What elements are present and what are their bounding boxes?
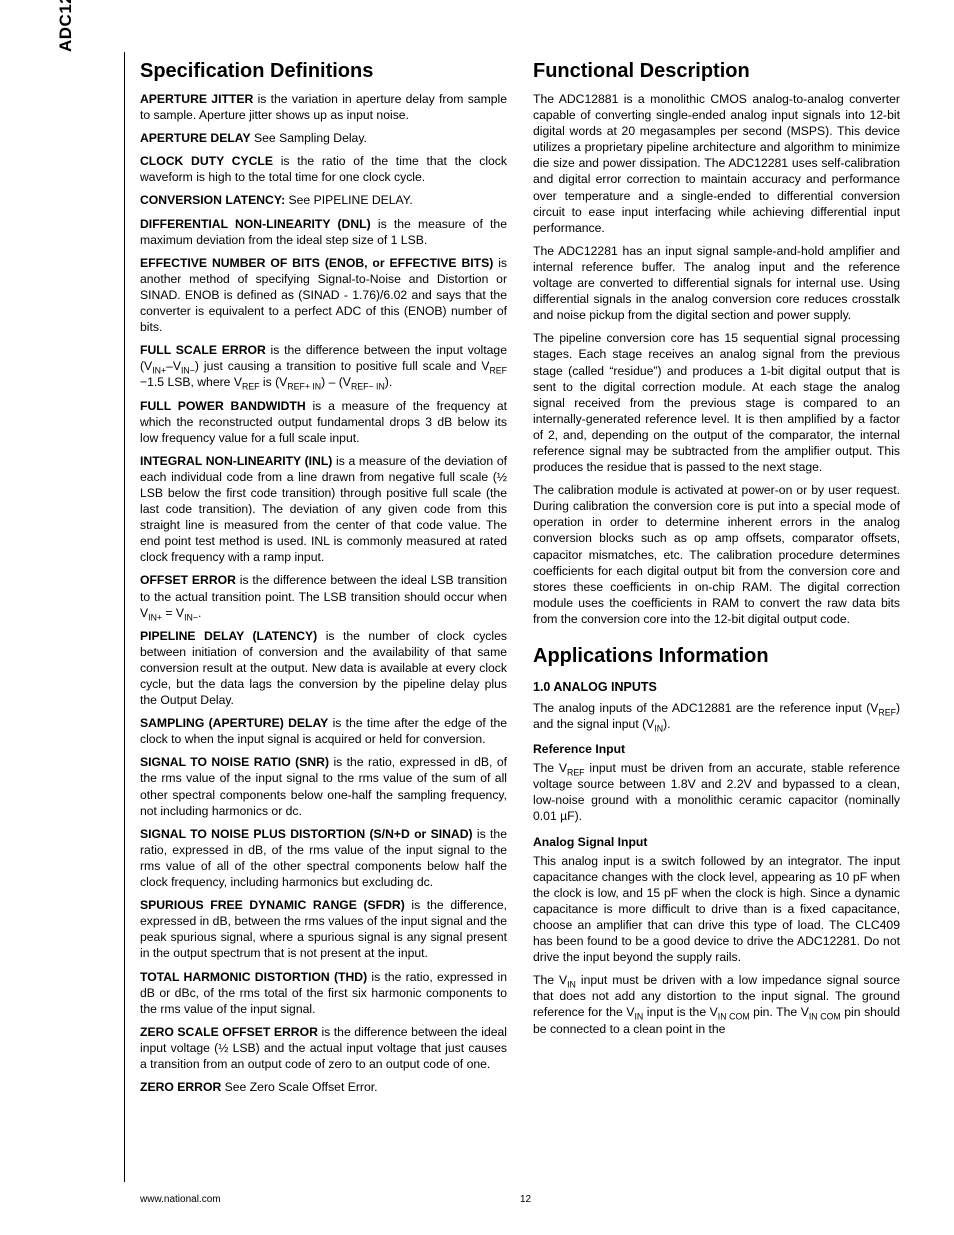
analog-signal-input-para-1: This analog input is a switch followed b… — [533, 853, 900, 966]
definition-entry: CONVERSION LATENCY: See PIPELINE DELAY. — [140, 192, 507, 208]
definition-entry: SAMPLING (APERTURE) DELAY is the time af… — [140, 715, 507, 747]
analog-signal-input-subheading: Analog Signal Input — [533, 835, 900, 849]
part-number-vertical: ADC12281 — [56, 0, 76, 52]
analog-inputs-subheading: 1.0 ANALOG INPUTS — [533, 680, 900, 694]
definition-entry: PIPELINE DELAY (LATENCY) is the number o… — [140, 628, 507, 708]
definition-term: INTEGRAL NON-LINEARITY (INL) — [140, 454, 332, 468]
definition-entry: FULL POWER BANDWIDTH is a measure of the… — [140, 398, 507, 446]
definition-term: SIGNAL TO NOISE PLUS DISTORTION (S/N+D o… — [140, 827, 473, 841]
vertical-rule — [124, 52, 125, 1182]
definition-entry: EFFECTIVE NUMBER OF BITS (ENOB, or EFFEC… — [140, 255, 507, 335]
definition-body: See PIPELINE DELAY. — [285, 193, 413, 207]
definition-entry: SPURIOUS FREE DYNAMIC RANGE (SFDR) is th… — [140, 897, 507, 961]
definition-term: APERTURE DELAY — [140, 131, 251, 145]
left-column: Specification Definitions APERTURE JITTE… — [140, 60, 507, 1102]
definition-term: FULL SCALE ERROR — [140, 343, 266, 357]
spec-definitions-heading: Specification Definitions — [140, 60, 507, 83]
definitions-list: APERTURE JITTER is the variation in aper… — [140, 91, 507, 1095]
functional-description-para: The ADC12881 is a monolithic CMOS analog… — [533, 91, 900, 236]
definition-entry: CLOCK DUTY CYCLE is the ratio of the tim… — [140, 153, 507, 185]
functional-description-para: The calibration module is activated at p… — [533, 482, 900, 627]
page-footer: www.national.com 12 — [140, 1194, 900, 1205]
definition-body: See Zero Scale Offset Error. — [221, 1080, 377, 1094]
definition-term: DIFFERENTIAL NON-LINEARITY (DNL) — [140, 217, 371, 231]
definition-entry: APERTURE DELAY See Sampling Delay. — [140, 130, 507, 146]
applications-information-heading: Applications Information — [533, 645, 900, 668]
datasheet-page: ADC12281 Specification Definitions APERT… — [0, 0, 954, 1235]
right-column: Functional Description The ADC12881 is a… — [533, 60, 900, 1102]
footer-page-number: 12 — [520, 1194, 531, 1205]
definition-entry: APERTURE JITTER is the variation in aper… — [140, 91, 507, 123]
definition-entry: INTEGRAL NON-LINEARITY (INL) is a measur… — [140, 453, 507, 566]
definition-term: ZERO ERROR — [140, 1080, 221, 1094]
footer-website: www.national.com — [140, 1194, 520, 1205]
definition-term: CONVERSION LATENCY: — [140, 193, 285, 207]
definition-term: PIPELINE DELAY (LATENCY) — [140, 629, 317, 643]
functional-description-body: The ADC12881 is a monolithic CMOS analog… — [533, 91, 900, 627]
definition-term: SPURIOUS FREE DYNAMIC RANGE (SFDR) — [140, 898, 405, 912]
definition-entry: OFFSET ERROR is the difference between t… — [140, 572, 507, 620]
definition-entry: FULL SCALE ERROR is the difference betwe… — [140, 342, 507, 390]
definition-entry: ZERO ERROR See Zero Scale Offset Error. — [140, 1079, 507, 1095]
definition-entry: TOTAL HARMONIC DISTORTION (THD) is the r… — [140, 969, 507, 1017]
functional-description-para: The ADC12281 has an input signal sample-… — [533, 243, 900, 323]
reference-input-para: The VREF input must be driven from an ac… — [533, 760, 900, 824]
definition-term: FULL POWER BANDWIDTH — [140, 399, 306, 413]
definition-entry: ZERO SCALE OFFSET ERROR is the differenc… — [140, 1024, 507, 1072]
definition-term: OFFSET ERROR — [140, 573, 236, 587]
analog-signal-input-para-2: The VIN input must be driven with a low … — [533, 972, 900, 1036]
definition-term: EFFECTIVE NUMBER OF BITS (ENOB, or EFFEC… — [140, 256, 493, 270]
definition-entry: DIFFERENTIAL NON-LINEARITY (DNL) is the … — [140, 216, 507, 248]
definition-term: TOTAL HARMONIC DISTORTION (THD) — [140, 970, 367, 984]
functional-description-para: The pipeline conversion core has 15 sequ… — [533, 330, 900, 475]
definition-term: APERTURE JITTER — [140, 92, 253, 106]
definition-term: SAMPLING (APERTURE) DELAY — [140, 716, 328, 730]
two-column-body: Specification Definitions APERTURE JITTE… — [140, 60, 900, 1102]
functional-description-heading: Functional Description — [533, 60, 900, 83]
definition-term: SIGNAL TO NOISE RATIO (SNR) — [140, 755, 329, 769]
definition-body: See Sampling Delay. — [251, 131, 367, 145]
analog-inputs-intro: The analog inputs of the ADC12881 are th… — [533, 700, 900, 732]
definition-entry: SIGNAL TO NOISE RATIO (SNR) is the ratio… — [140, 754, 507, 818]
definition-term: ZERO SCALE OFFSET ERROR — [140, 1025, 318, 1039]
definition-body: is a measure of the deviation of each in… — [140, 454, 507, 565]
definition-entry: SIGNAL TO NOISE PLUS DISTORTION (S/N+D o… — [140, 826, 507, 890]
definition-term: CLOCK DUTY CYCLE — [140, 154, 273, 168]
reference-input-subheading: Reference Input — [533, 742, 900, 756]
